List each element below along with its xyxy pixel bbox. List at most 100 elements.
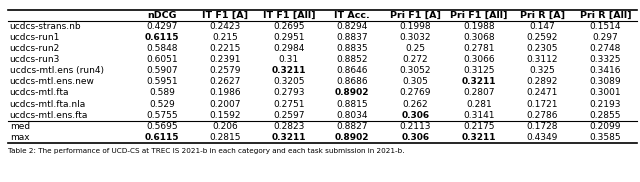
Text: 0.8852: 0.8852	[337, 56, 368, 64]
Text: 0.2113: 0.2113	[400, 122, 431, 130]
Text: 0.3052: 0.3052	[400, 66, 431, 76]
Text: 0.3089: 0.3089	[589, 78, 621, 86]
Text: 0.215: 0.215	[212, 33, 238, 42]
Text: 0.3211: 0.3211	[271, 66, 306, 76]
Text: 0.8294: 0.8294	[337, 22, 368, 31]
Text: 0.2597: 0.2597	[273, 110, 305, 120]
Text: 0.3001: 0.3001	[589, 88, 621, 98]
Text: 0.325: 0.325	[529, 66, 555, 76]
Text: 0.2579: 0.2579	[210, 66, 241, 76]
Text: 0.1514: 0.1514	[589, 22, 621, 31]
Text: IT Acc.: IT Acc.	[334, 11, 370, 20]
Text: 0.2951: 0.2951	[273, 33, 305, 42]
Text: 0.2769: 0.2769	[400, 88, 431, 98]
Text: ucdcs-strans.nb: ucdcs-strans.nb	[10, 22, 81, 31]
Text: 0.6115: 0.6115	[145, 33, 179, 42]
Text: Table 2: The performance of UCD-CS at TREC IS 2021-b in each category and each t: Table 2: The performance of UCD-CS at TR…	[8, 148, 404, 154]
Text: 0.2984: 0.2984	[273, 44, 305, 53]
Text: max: max	[10, 132, 29, 142]
Text: 0.3032: 0.3032	[400, 33, 431, 42]
Text: 0.2793: 0.2793	[273, 88, 305, 98]
Text: 0.2815: 0.2815	[210, 132, 241, 142]
Text: 0.2193: 0.2193	[589, 100, 621, 108]
Text: 0.8686: 0.8686	[337, 78, 368, 86]
Text: 0.8902: 0.8902	[335, 132, 369, 142]
Text: 0.1988: 0.1988	[463, 22, 495, 31]
Text: 0.147: 0.147	[529, 22, 555, 31]
Text: 0.2007: 0.2007	[210, 100, 241, 108]
Text: nDCG: nDCG	[147, 11, 177, 20]
Text: 0.3585: 0.3585	[589, 132, 621, 142]
Text: 0.8034: 0.8034	[337, 110, 368, 120]
Text: ucdcs-mtl.ens.fta: ucdcs-mtl.ens.fta	[10, 110, 88, 120]
Text: 0.2423: 0.2423	[210, 22, 241, 31]
Text: 0.3112: 0.3112	[527, 56, 558, 64]
Text: 0.281: 0.281	[466, 100, 492, 108]
Text: 0.3211: 0.3211	[461, 132, 496, 142]
Text: 0.5951: 0.5951	[147, 78, 178, 86]
Text: 0.2215: 0.2215	[210, 44, 241, 53]
Text: 0.1728: 0.1728	[527, 122, 558, 130]
Text: 0.2823: 0.2823	[273, 122, 305, 130]
Text: 0.3211: 0.3211	[461, 78, 496, 86]
Text: ucdcs-run3: ucdcs-run3	[10, 56, 60, 64]
Text: ucdcs-run2: ucdcs-run2	[10, 44, 60, 53]
Text: 0.272: 0.272	[403, 56, 428, 64]
Text: 0.8815: 0.8815	[337, 100, 368, 108]
Text: 0.2471: 0.2471	[527, 88, 558, 98]
Text: 0.2099: 0.2099	[589, 122, 621, 130]
Text: 0.8902: 0.8902	[335, 88, 369, 98]
Text: 0.3416: 0.3416	[589, 66, 621, 76]
Text: med: med	[10, 122, 30, 130]
Text: 0.206: 0.206	[212, 122, 238, 130]
Text: 0.3068: 0.3068	[463, 33, 495, 42]
Text: 0.529: 0.529	[149, 100, 175, 108]
Text: ucdcs-run1: ucdcs-run1	[10, 33, 60, 42]
Text: 0.305: 0.305	[403, 78, 428, 86]
Text: Pri R [All]: Pri R [All]	[580, 11, 631, 20]
Text: 0.8646: 0.8646	[337, 66, 368, 76]
Text: ucdcs-mtl.ens (run4): ucdcs-mtl.ens (run4)	[10, 66, 104, 76]
Text: 0.306: 0.306	[401, 132, 429, 142]
Text: 0.2695: 0.2695	[273, 22, 305, 31]
Text: Pri F1 [All]: Pri F1 [All]	[450, 11, 508, 20]
Text: 0.2748: 0.2748	[590, 44, 621, 53]
Text: 0.8837: 0.8837	[337, 33, 368, 42]
Text: Pri R [A]: Pri R [A]	[520, 11, 564, 20]
Text: 0.2751: 0.2751	[273, 100, 305, 108]
Text: 0.2781: 0.2781	[463, 44, 495, 53]
Text: 0.3066: 0.3066	[463, 56, 495, 64]
Text: 0.6115: 0.6115	[145, 132, 179, 142]
Text: ucdcs-mtl.fta.nla: ucdcs-mtl.fta.nla	[10, 100, 86, 108]
Text: 0.4349: 0.4349	[527, 132, 558, 142]
Text: 0.2592: 0.2592	[527, 33, 558, 42]
Text: 0.2786: 0.2786	[527, 110, 558, 120]
Text: IT F1 [A]: IT F1 [A]	[202, 11, 248, 20]
Text: Pri F1 [A]: Pri F1 [A]	[390, 11, 441, 20]
Text: IT F1 [All]: IT F1 [All]	[262, 11, 315, 20]
Text: 0.589: 0.589	[149, 88, 175, 98]
Text: 0.25: 0.25	[406, 44, 426, 53]
Text: 0.1592: 0.1592	[210, 110, 241, 120]
Text: 0.1998: 0.1998	[400, 22, 431, 31]
Text: 0.3125: 0.3125	[463, 66, 495, 76]
Text: 0.2627: 0.2627	[210, 78, 241, 86]
Text: 0.2892: 0.2892	[527, 78, 558, 86]
Text: 0.8827: 0.8827	[337, 122, 368, 130]
Text: 0.1986: 0.1986	[210, 88, 241, 98]
Text: 0.5755: 0.5755	[147, 110, 178, 120]
Text: 0.5848: 0.5848	[147, 44, 178, 53]
Text: ucdcs-mtl.ens.new: ucdcs-mtl.ens.new	[10, 78, 95, 86]
Text: 0.1721: 0.1721	[527, 100, 558, 108]
Text: 0.3205: 0.3205	[273, 78, 305, 86]
Text: 0.6051: 0.6051	[147, 56, 178, 64]
Text: 0.3325: 0.3325	[589, 56, 621, 64]
Text: 0.297: 0.297	[593, 33, 618, 42]
Text: 0.2391: 0.2391	[210, 56, 241, 64]
Text: 0.2175: 0.2175	[463, 122, 495, 130]
Text: 0.3211: 0.3211	[271, 132, 306, 142]
Text: 0.8835: 0.8835	[337, 44, 368, 53]
Text: 0.262: 0.262	[403, 100, 428, 108]
Text: 0.306: 0.306	[401, 110, 429, 120]
Text: ucdcs-mtl.fta: ucdcs-mtl.fta	[10, 88, 69, 98]
